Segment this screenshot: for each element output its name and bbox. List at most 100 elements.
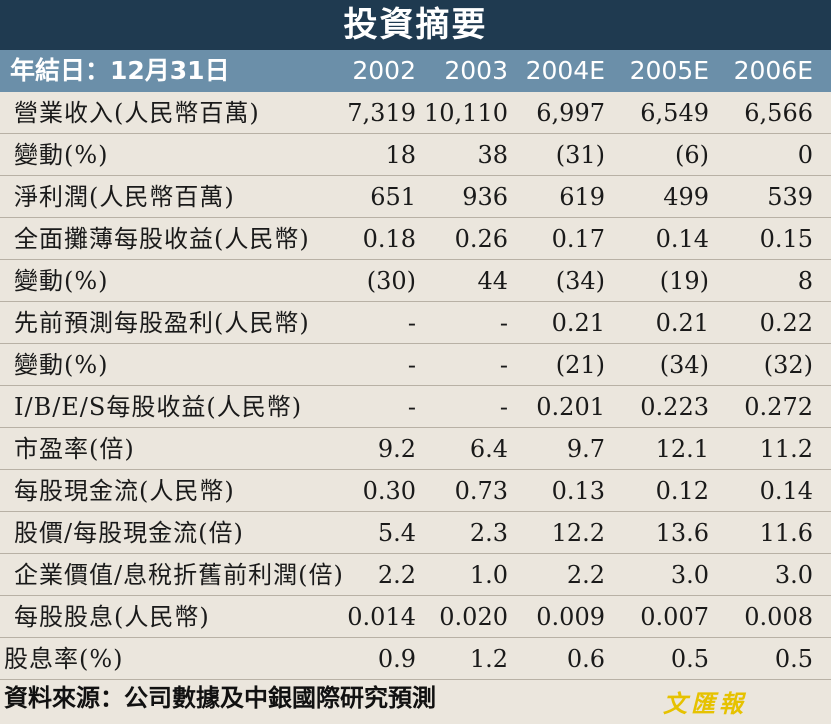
cell-value: 0.30 [362, 477, 416, 505]
cell-value: 9.2 [377, 435, 416, 463]
table-row: 每股股息(人民幣) 0.014 0.020 0.009 0.007 0.008 [0, 596, 831, 638]
cell-value: 0.009 [536, 603, 605, 631]
table-row: I/B/E/S每股收益(人民幣) - - 0.201 0.223 0.272 [0, 386, 831, 428]
cell-value: 0.5 [670, 645, 709, 673]
cell-value: 10,110 [424, 99, 508, 127]
cell-value: 11.6 [759, 519, 813, 547]
cell-value: 2.2 [566, 561, 605, 589]
cell-value: 5.4 [377, 519, 416, 547]
cell-value: (32) [763, 351, 813, 379]
cell-value: 0.73 [454, 477, 508, 505]
cell-value: 8 [797, 267, 813, 295]
cell-value: 1.0 [469, 561, 508, 589]
cell-value: 0.21 [551, 309, 605, 337]
cell-value: 7,319 [347, 99, 416, 127]
cell-value: 0.18 [362, 225, 416, 253]
cell-value: 0.9 [377, 645, 416, 673]
cell-value: 12.1 [655, 435, 709, 463]
cell-value: 9.7 [566, 435, 605, 463]
header-year-2005e: 2005E [629, 56, 709, 85]
cell-value: 13.6 [655, 519, 709, 547]
row-label: 營業收入(人民幣百萬) [14, 99, 260, 127]
cell-value: 3.0 [774, 561, 813, 589]
cell-value: 539 [767, 183, 813, 211]
cell-value: - [407, 393, 416, 421]
cell-value: - [499, 393, 508, 421]
cell-value: 44 [477, 267, 508, 295]
cell-value: 0.22 [759, 309, 813, 337]
cell-value: 499 [663, 183, 709, 211]
table-body: 營業收入(人民幣百萬) 7,319 10,110 6,997 6,549 6,5… [0, 92, 831, 680]
cell-value: - [407, 309, 416, 337]
cell-value: 2.3 [469, 519, 508, 547]
row-label: I/B/E/S每股收益(人民幣) [14, 393, 303, 421]
cell-value: (19) [659, 267, 709, 295]
row-label: 股價/每股現金流(倍) [14, 519, 244, 547]
row-label: 每股現金流(人民幣) [14, 477, 235, 505]
table-row: 淨利潤(人民幣百萬) 651 936 619 499 539 [0, 176, 831, 218]
row-label: 全面攤薄每股收益(人民幣) [14, 225, 310, 253]
row-label: 變動(%) [14, 267, 109, 295]
cell-value: 6,566 [744, 99, 813, 127]
cell-value: - [499, 309, 508, 337]
cell-value: 6,549 [640, 99, 709, 127]
cell-value: 0.020 [439, 603, 508, 631]
header-row: 年結日：12月31日 2002 2003 2004E 2005E 2006E [0, 50, 831, 92]
cell-value: 6,997 [536, 99, 605, 127]
cell-value: 11.2 [759, 435, 813, 463]
row-label: 淨利潤(人民幣百萬) [14, 183, 235, 211]
cell-value: 0.223 [640, 393, 709, 421]
cell-value: (30) [366, 267, 416, 295]
cell-value: 0.21 [655, 309, 709, 337]
row-label: 變動(%) [14, 141, 109, 169]
table-row: 變動(%) 18 38 (31) (6) 0 [0, 134, 831, 176]
cell-value: 0.13 [551, 477, 605, 505]
table-row: 營業收入(人民幣百萬) 7,319 10,110 6,997 6,549 6,5… [0, 92, 831, 134]
table-row: 每股現金流(人民幣) 0.30 0.73 0.13 0.12 0.14 [0, 470, 831, 512]
cell-value: 12.2 [551, 519, 605, 547]
cell-value: - [499, 351, 508, 379]
row-label: 企業價值/息稅折舊前利潤(倍) [14, 561, 344, 589]
cell-value: (6) [675, 141, 709, 169]
cell-value: (21) [555, 351, 605, 379]
cell-value: 0.15 [759, 225, 813, 253]
source-note: 資料來源：公司數據及中銀國際研究預測 [4, 684, 436, 712]
cell-value: 0 [797, 141, 813, 169]
table-row: 先前預測每股盈利(人民幣) - - 0.21 0.21 0.22 [0, 302, 831, 344]
cell-value: 0.5 [774, 645, 813, 673]
cell-value: (34) [659, 351, 709, 379]
row-label: 先前預測每股盈利(人民幣) [14, 309, 310, 337]
header-year-2006e: 2006E [733, 56, 813, 85]
header-year-2003: 2003 [444, 56, 508, 85]
cell-value: 0.201 [536, 393, 605, 421]
cell-value: 3.0 [670, 561, 709, 589]
cell-value: 0.26 [454, 225, 508, 253]
cell-value: 619 [559, 183, 605, 211]
cell-value: 0.14 [655, 225, 709, 253]
row-label: 變動(%) [14, 351, 109, 379]
newspaper-logo: 文匯報 [663, 689, 747, 718]
cell-value: 0.014 [347, 603, 416, 631]
cell-value: 0.12 [655, 477, 709, 505]
cell-value: 18 [385, 141, 416, 169]
table-row: 股價/每股現金流(倍) 5.4 2.3 12.2 13.6 11.6 [0, 512, 831, 554]
header-year-2002: 2002 [352, 56, 416, 85]
header-label: 年結日：12月31日 [10, 56, 230, 85]
cell-value: 0.14 [759, 477, 813, 505]
cell-value: 1.2 [469, 645, 508, 673]
cell-value: 38 [477, 141, 508, 169]
cell-value: 0.007 [640, 603, 709, 631]
cell-value: 6.4 [469, 435, 508, 463]
table-title: 投資摘要 [0, 0, 831, 50]
table-row: 變動(%) - - (21) (34) (32) [0, 344, 831, 386]
header-year-2004e: 2004E [525, 56, 605, 85]
cell-value: 936 [462, 183, 508, 211]
table-row: 變動(%) (30) 44 (34) (19) 8 [0, 260, 831, 302]
table-row: 企業價值/息稅折舊前利潤(倍) 2.2 1.0 2.2 3.0 3.0 [0, 554, 831, 596]
cell-value: (34) [555, 267, 605, 295]
row-label: 每股股息(人民幣) [14, 603, 210, 631]
table-row: 全面攤薄每股收益(人民幣) 0.18 0.26 0.17 0.14 0.15 [0, 218, 831, 260]
cell-value: 2.2 [377, 561, 416, 589]
cell-value: - [407, 351, 416, 379]
